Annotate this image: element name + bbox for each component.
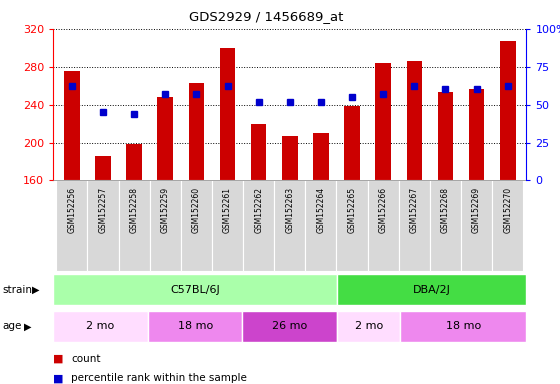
Text: ▶: ▶: [32, 285, 39, 295]
Text: ■: ■: [53, 373, 64, 383]
Text: GSM152262: GSM152262: [254, 187, 263, 233]
Bar: [220, 48, 235, 180]
Text: GSM152269: GSM152269: [472, 187, 481, 233]
Bar: [127, 144, 142, 180]
Bar: [148, 311, 242, 342]
Bar: [407, 61, 422, 180]
Bar: [469, 89, 484, 180]
Bar: [367, 180, 399, 271]
Bar: [305, 180, 337, 271]
Bar: [375, 63, 391, 180]
Text: ■: ■: [53, 354, 64, 364]
Text: GSM152265: GSM152265: [348, 187, 357, 233]
Bar: [274, 180, 305, 271]
Text: GDS2929 / 1456689_at: GDS2929 / 1456689_at: [189, 10, 343, 23]
Text: GSM152267: GSM152267: [410, 187, 419, 233]
Text: GSM152259: GSM152259: [161, 187, 170, 233]
Text: GSM152270: GSM152270: [503, 187, 512, 233]
Text: ▶: ▶: [24, 321, 31, 331]
Text: GSM152264: GSM152264: [316, 187, 325, 233]
Bar: [181, 180, 212, 271]
Bar: [57, 180, 87, 271]
Bar: [150, 180, 181, 271]
Text: count: count: [71, 354, 101, 364]
Text: GSM152257: GSM152257: [99, 187, 108, 233]
Bar: [344, 106, 360, 180]
Bar: [243, 180, 274, 271]
Text: 18 mo: 18 mo: [178, 321, 213, 331]
Text: 26 mo: 26 mo: [272, 321, 307, 331]
Bar: [53, 274, 337, 306]
Text: strain: strain: [3, 285, 33, 295]
Text: GSM152268: GSM152268: [441, 187, 450, 233]
Bar: [399, 180, 430, 271]
Bar: [438, 92, 453, 180]
Bar: [492, 180, 523, 271]
Text: GSM152261: GSM152261: [223, 187, 232, 233]
Bar: [87, 180, 119, 271]
Text: GSM152263: GSM152263: [285, 187, 295, 233]
Text: 2 mo: 2 mo: [354, 321, 383, 331]
Bar: [212, 180, 243, 271]
Text: GSM152258: GSM152258: [130, 187, 139, 233]
Bar: [189, 83, 204, 180]
Text: DBA/2J: DBA/2J: [413, 285, 451, 295]
Text: age: age: [3, 321, 22, 331]
Bar: [461, 180, 492, 271]
Bar: [251, 124, 267, 180]
Bar: [157, 97, 173, 180]
Text: 2 mo: 2 mo: [86, 321, 115, 331]
Text: percentile rank within the sample: percentile rank within the sample: [71, 373, 247, 383]
Text: GSM152256: GSM152256: [67, 187, 76, 233]
Text: 18 mo: 18 mo: [446, 321, 481, 331]
Text: C57BL/6J: C57BL/6J: [170, 285, 220, 295]
Text: GSM152266: GSM152266: [379, 187, 388, 233]
Bar: [119, 180, 150, 271]
Text: GSM152260: GSM152260: [192, 187, 201, 233]
Bar: [313, 133, 329, 180]
Bar: [64, 71, 80, 180]
Bar: [282, 136, 297, 180]
Bar: [337, 274, 526, 306]
Bar: [95, 156, 111, 180]
Bar: [337, 311, 400, 342]
Bar: [337, 180, 367, 271]
Bar: [500, 41, 516, 180]
Bar: [430, 180, 461, 271]
Bar: [400, 311, 526, 342]
Bar: [242, 311, 337, 342]
Bar: [53, 311, 148, 342]
